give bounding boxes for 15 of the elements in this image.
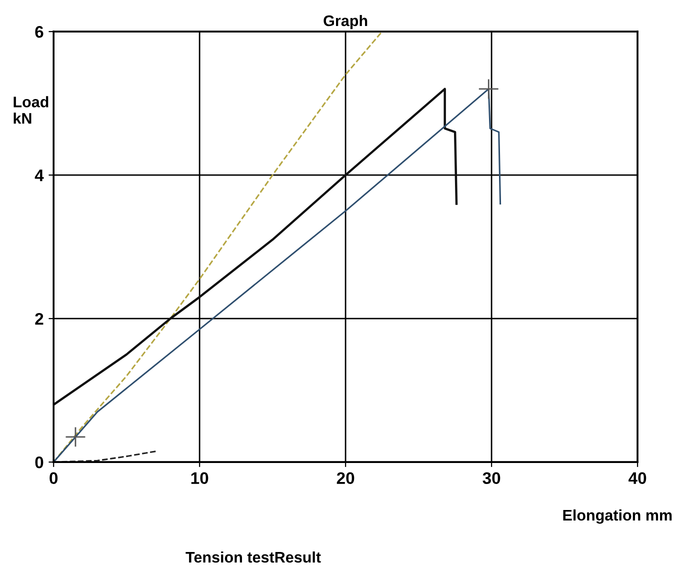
x-tick-label: 30: [482, 472, 500, 484]
line-series: [54, 88, 458, 406]
chart-title: Graph: [324, 14, 368, 30]
y-tick-label: 0: [35, 456, 44, 468]
y-tick-label: 6: [35, 26, 44, 38]
x-tick-label: 10: [191, 472, 208, 484]
y-axis-title: Load kN: [14, 96, 48, 124]
line-series: [54, 88, 502, 462]
x-tick-label: 0: [50, 472, 58, 484]
x-tick-label: 40: [628, 472, 646, 484]
y-tick-label: 4: [34, 170, 44, 182]
x-axis-title: Elongation mm: [563, 509, 672, 524]
text: Tension testResult: [186, 551, 321, 563]
y-tick-label: 2: [35, 312, 44, 325]
x-tick-label: 20: [336, 472, 354, 484]
